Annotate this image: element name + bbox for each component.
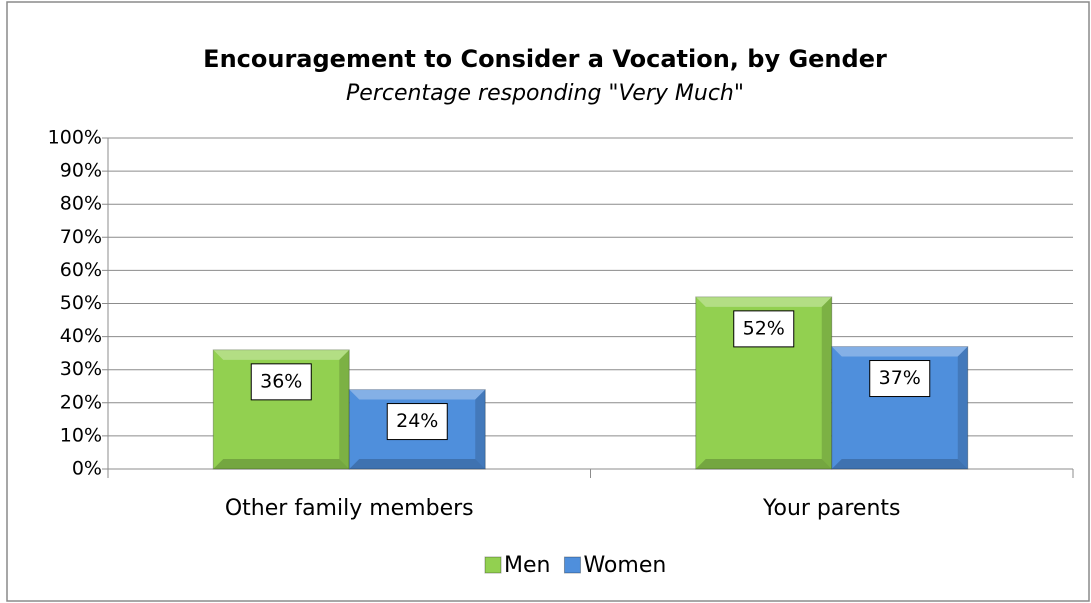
y-tick-label: 0% [72, 458, 102, 480]
bar-bevel [821, 296, 832, 469]
bar-bevel [213, 459, 350, 469]
x-tick-label: Your parents [762, 496, 901, 521]
y-tick-label: 10% [60, 424, 102, 446]
data-label-box [386, 403, 448, 441]
bar-bevel [475, 389, 486, 469]
y-tick-label: 80% [60, 193, 102, 215]
y-tick-label: 100% [48, 127, 102, 149]
y-tick-label: 70% [60, 226, 102, 248]
data-label-box [869, 360, 931, 398]
bar-bevel [213, 349, 350, 360]
x-tick-label: Other family members [225, 496, 474, 521]
bar-bevel [957, 346, 968, 469]
bar-bevel [695, 296, 832, 307]
bar-bevel [831, 346, 968, 357]
legend-swatch [484, 556, 502, 574]
data-label-box [733, 310, 795, 348]
y-tick-label: 60% [60, 259, 102, 281]
bar-bevel [695, 459, 832, 469]
y-tick-label: 40% [60, 325, 102, 347]
bar-bevel [349, 389, 486, 400]
y-tick-label: 30% [60, 358, 102, 380]
y-tick-label: 50% [60, 292, 102, 314]
legend-label: Women [583, 553, 666, 578]
legend-swatch [563, 556, 581, 574]
data-label: 52% [743, 317, 785, 339]
bar-bevel [831, 459, 968, 469]
data-label: 36% [260, 370, 302, 392]
chart-frame [6, 1, 1090, 602]
bar-bevel [339, 349, 350, 469]
data-label: 37% [879, 367, 921, 389]
bar-bevel [349, 459, 486, 469]
data-label-box [250, 363, 312, 401]
y-tick-label: 20% [60, 391, 102, 413]
y-tick-label: 90% [60, 160, 102, 182]
legend-label: Men [504, 553, 550, 578]
chart-title: Encouragement to Consider a Vocation, by… [203, 45, 887, 73]
data-label: 24% [396, 410, 438, 432]
chart-subtitle: Percentage responding "Very Much" [346, 81, 744, 106]
